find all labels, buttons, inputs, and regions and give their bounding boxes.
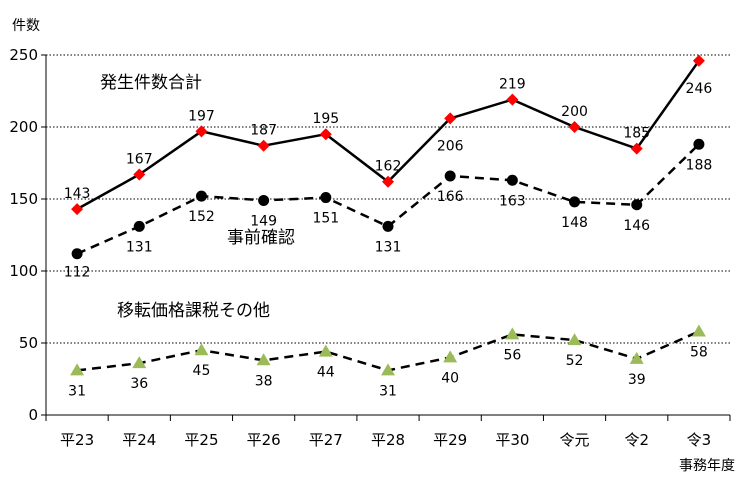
- marker-advance: [569, 196, 581, 208]
- marker-advance: [631, 199, 643, 211]
- marker-other: [505, 327, 520, 340]
- data-label-advance: 166: [437, 189, 464, 205]
- marker-total: [568, 121, 581, 133]
- data-label-total: 187: [250, 123, 277, 139]
- data-label-advance: 146: [623, 218, 650, 234]
- marker-advance: [133, 220, 145, 232]
- data-label-advance: 148: [561, 215, 588, 231]
- data-label-other: 45: [193, 363, 211, 379]
- x-tick-label: 平26: [247, 431, 281, 449]
- data-label-advance: 151: [312, 211, 339, 227]
- marker-other: [567, 333, 582, 346]
- data-label-other: 56: [503, 347, 521, 363]
- marker-advance: [382, 220, 394, 232]
- marker-total: [71, 203, 84, 216]
- marker-other: [318, 344, 333, 357]
- x-tick-label: 平28: [371, 431, 405, 449]
- marker-other: [381, 363, 395, 376]
- data-label-other: 44: [317, 365, 335, 381]
- data-label-advance: 112: [64, 265, 91, 281]
- grid-lines: [46, 54, 730, 344]
- series-name-transfer-pricing-other: 移転価格課税その他: [117, 301, 270, 321]
- data-label-advance: 131: [126, 239, 153, 255]
- y-tick-label: 200: [9, 118, 38, 136]
- data-label-other: 52: [566, 353, 584, 369]
- marker-advance: [320, 192, 332, 204]
- data-label-other: 40: [441, 370, 459, 386]
- marker-total: [630, 142, 643, 155]
- series-layer: [70, 54, 706, 376]
- marker-other: [70, 363, 85, 376]
- marker-advance: [693, 138, 705, 150]
- data-label-total: 167: [126, 152, 153, 168]
- marker-total: [133, 168, 146, 181]
- y-tick-label: 250: [9, 46, 38, 64]
- y-tick-label: 150: [9, 190, 38, 208]
- marker-other: [691, 324, 706, 337]
- data-label-advance: 188: [686, 157, 713, 173]
- data-label-total: 162: [375, 159, 402, 175]
- data-label-total: 200: [561, 104, 588, 120]
- data-label-advance: 163: [499, 193, 526, 209]
- marker-advance: [195, 190, 207, 202]
- data-label-total: 195: [312, 111, 339, 127]
- data-label-total: 219: [499, 77, 526, 93]
- data-label-advance: 152: [188, 209, 215, 225]
- data-label-total: 246: [686, 81, 713, 97]
- marker-advance: [258, 194, 270, 206]
- marker-other: [629, 351, 644, 364]
- series-name-total: 発生件数合計: [100, 73, 202, 93]
- data-label-other: 58: [690, 344, 708, 360]
- x-tick-label: 平30: [495, 431, 529, 449]
- data-labels: 143 167 197 187 195 162 206 219 200 185 246 112 131 1…: [64, 77, 713, 400]
- data-label-total: 197: [188, 108, 215, 124]
- data-label-total: 143: [64, 186, 91, 202]
- y-tick-label: 100: [9, 262, 38, 280]
- x-tick-label: 平27: [309, 431, 343, 449]
- x-tick-label: 平24: [122, 431, 156, 449]
- data-label-advance: 149: [250, 213, 277, 229]
- y-axis-unit-label: 件数: [12, 18, 40, 34]
- data-label-advance: 131: [375, 239, 402, 255]
- data-label-other: 31: [68, 383, 86, 399]
- marker-other: [194, 343, 209, 356]
- x-tick-label: 令3: [687, 431, 712, 449]
- data-label-other: 36: [130, 376, 148, 392]
- y-tick-label: 50: [19, 334, 38, 352]
- data-label-total: 206: [437, 138, 464, 154]
- x-axis-unit-label: 事務年度: [679, 458, 735, 474]
- marker-other: [256, 353, 271, 366]
- marker-total: [444, 112, 457, 125]
- marker-total: [506, 93, 519, 106]
- marker-advance: [444, 170, 456, 182]
- data-label-other: 38: [255, 373, 273, 389]
- data-label-total: 185: [623, 126, 650, 142]
- y-tick-label: 0: [28, 406, 38, 424]
- axes: 0 50 100 150 200 250 平23 平24 平25 平26 平27 平28 平29 平30 令…: [9, 46, 731, 449]
- x-tick-label: 令元: [560, 431, 590, 449]
- x-tick-label: 平29: [433, 431, 467, 449]
- x-tick-label: 令2: [624, 431, 649, 449]
- data-label-other: 39: [628, 372, 646, 388]
- marker-total: [382, 175, 394, 188]
- series-name-advance-confirmation: 事前確認: [227, 228, 295, 248]
- marker-other: [443, 350, 458, 363]
- marker-total: [195, 125, 208, 138]
- marker-total: [257, 139, 270, 152]
- data-label-other: 31: [379, 383, 397, 399]
- x-tick-label: 平23: [60, 431, 94, 449]
- marker-other: [132, 356, 147, 369]
- x-tick-label: 平25: [184, 431, 218, 449]
- marker-advance: [506, 174, 518, 186]
- marker-total: [319, 128, 332, 141]
- marker-advance: [71, 248, 83, 260]
- marker-total: [692, 54, 705, 67]
